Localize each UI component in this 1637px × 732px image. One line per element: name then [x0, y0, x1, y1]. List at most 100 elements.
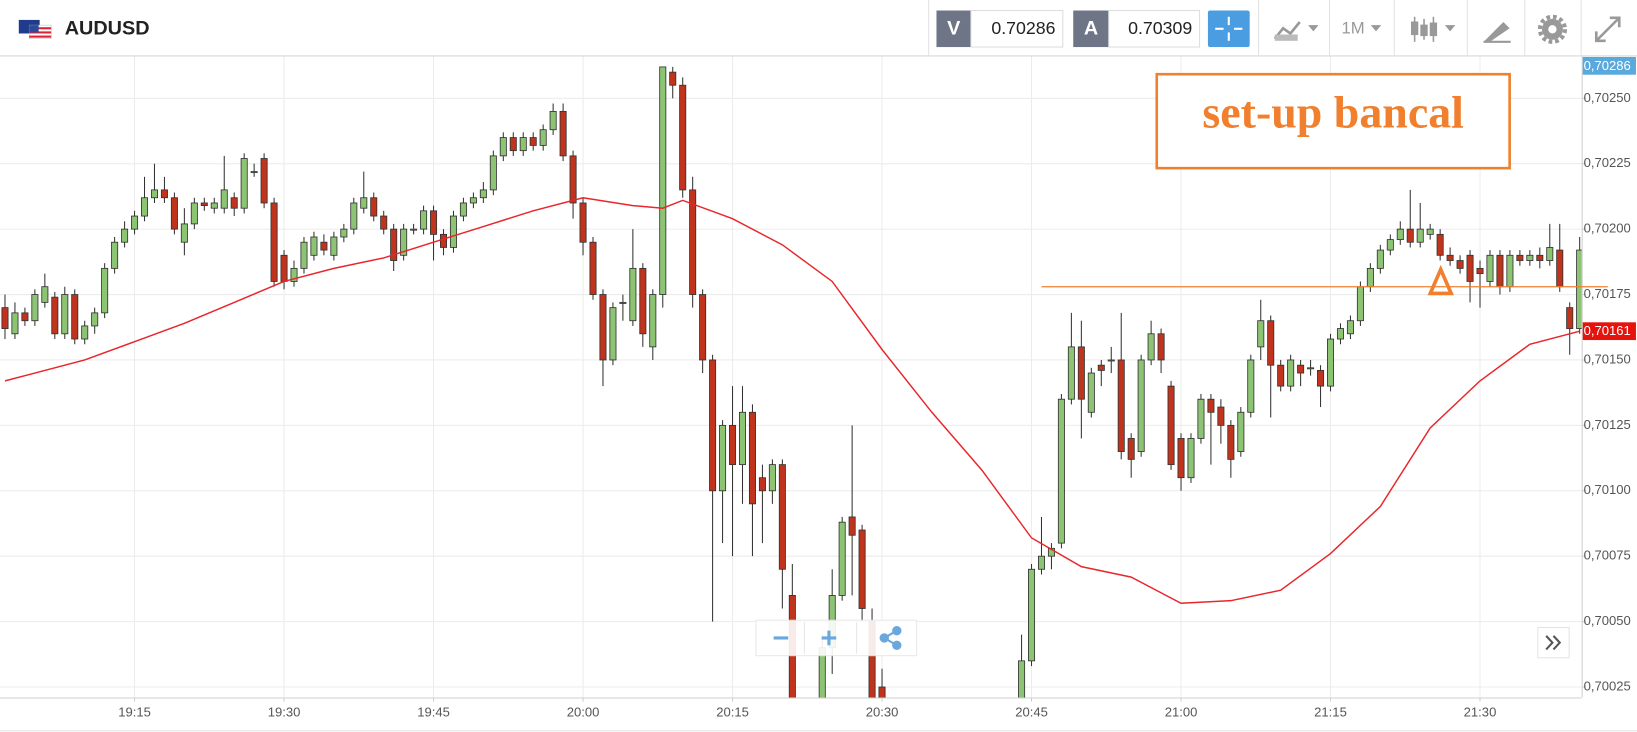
x-tick-label: 20:00: [567, 705, 600, 720]
x-tick-label: 19:45: [417, 705, 450, 720]
candle-body: [1466, 254, 1474, 282]
ask-box: [1108, 9, 1201, 48]
candle-body: [479, 189, 487, 199]
timeframe-button[interactable]: 1M: [1342, 19, 1382, 38]
candle-body: [539, 129, 547, 146]
candle-body: [1137, 359, 1145, 452]
candle-body: [1107, 359, 1115, 362]
bid-price: 0.70286: [991, 18, 1055, 38]
drawing-tool-button[interactable]: [1483, 22, 1511, 43]
candle-body: [1227, 424, 1235, 460]
candle-body: [1247, 359, 1255, 413]
candle-body: [1446, 254, 1454, 261]
ask-badge: [1073, 10, 1109, 48]
candle-body: [758, 477, 766, 492]
candle-body: [559, 110, 567, 157]
candle-body: [1496, 254, 1504, 288]
candle-body: [1297, 364, 1305, 374]
candle-body: [1396, 228, 1404, 241]
zoom-in-button[interactable]: [821, 630, 837, 646]
candle-body: [1336, 328, 1344, 340]
candle-body: [41, 286, 49, 303]
expand-button[interactable]: [1594, 16, 1621, 43]
candle-body: [1277, 364, 1285, 387]
candle-body: [519, 137, 527, 152]
candle-body: [549, 110, 557, 131]
price-tag: [1582, 322, 1636, 341]
candle-body: [270, 202, 278, 282]
toolbar-bg: [0, 0, 1637, 56]
candle-body: [1406, 228, 1414, 243]
price-tag-label: 0,70161: [1584, 323, 1631, 338]
candle-body: [310, 236, 318, 256]
candle-body: [1117, 359, 1125, 452]
price-tag: [1582, 56, 1636, 75]
candle-body: [1087, 372, 1095, 413]
price-tag-label: 0,70286: [1584, 58, 1631, 73]
scroll-latest-button[interactable]: [1537, 627, 1570, 659]
moving-average-line: [4, 196, 1580, 605]
candle-body: [1376, 249, 1384, 269]
candle-body: [81, 325, 89, 340]
candle-body: [1317, 370, 1325, 387]
candle-body: [1097, 364, 1105, 371]
candle-body: [1576, 249, 1582, 329]
candle-body: [848, 516, 856, 536]
candle-body: [150, 189, 158, 199]
candle-body: [1346, 320, 1354, 335]
candle-body: [91, 312, 99, 327]
candle-body: [1257, 320, 1265, 348]
candle-body: [1506, 254, 1514, 288]
candle-body: [569, 155, 577, 204]
candle-body: [260, 158, 268, 204]
candle-body: [439, 233, 448, 248]
candle-body: [489, 155, 497, 191]
candle-body: [1366, 267, 1374, 288]
candle-body: [420, 210, 428, 230]
candle-body: [499, 137, 507, 157]
candle-body: [380, 215, 388, 230]
candle-body: [1486, 254, 1494, 282]
candle-body: [629, 267, 637, 322]
chart-type-button[interactable]: [1273, 21, 1319, 41]
candle-body: [1526, 254, 1534, 261]
candle-body: [729, 424, 737, 466]
candle-body: [1267, 320, 1275, 366]
candle-body: [350, 202, 358, 230]
candle-body: [360, 197, 368, 209]
candle-body: [778, 464, 786, 570]
candle-body: [220, 189, 228, 209]
candle-body: [400, 228, 408, 256]
candle-body: [1546, 247, 1554, 261]
candle-body: [1476, 267, 1484, 275]
candle-body: [131, 215, 139, 230]
candle-body: [290, 267, 298, 282]
crosshair-button[interactable]: [1207, 10, 1250, 48]
candle-style-button[interactable]: [1410, 16, 1456, 42]
candle-body: [579, 202, 587, 243]
candle-body: [1327, 338, 1335, 387]
y-tick-label: 0,70075: [1584, 548, 1631, 563]
candle-body: [280, 254, 288, 282]
settings-button[interactable]: [1537, 14, 1568, 44]
candle-body: [1077, 346, 1085, 400]
candle-body: [619, 301, 627, 304]
candle-body: [1047, 547, 1055, 557]
candle-body: [689, 189, 697, 295]
candle-body: [1127, 438, 1135, 460]
timeframe[interactable]: 1M: [1342, 19, 1365, 38]
candle-body: [1566, 307, 1574, 329]
candle-body: [659, 66, 667, 295]
toolbar: AUDUSD V 0.70286 A 0.70309 1M: [0, 0, 1637, 57]
candle-body: [1287, 359, 1295, 387]
candle-body: [838, 521, 846, 596]
candle-body: [1536, 254, 1544, 261]
annotation-text: set-up bancal: [1202, 87, 1464, 138]
zoom-controls: [755, 619, 918, 657]
x-tick-label: 19:30: [268, 705, 301, 720]
x-tick-label: 20:15: [716, 705, 749, 720]
share-button[interactable]: [879, 625, 902, 650]
candle-body: [699, 294, 707, 361]
x-tick-label: 21:00: [1165, 705, 1198, 720]
